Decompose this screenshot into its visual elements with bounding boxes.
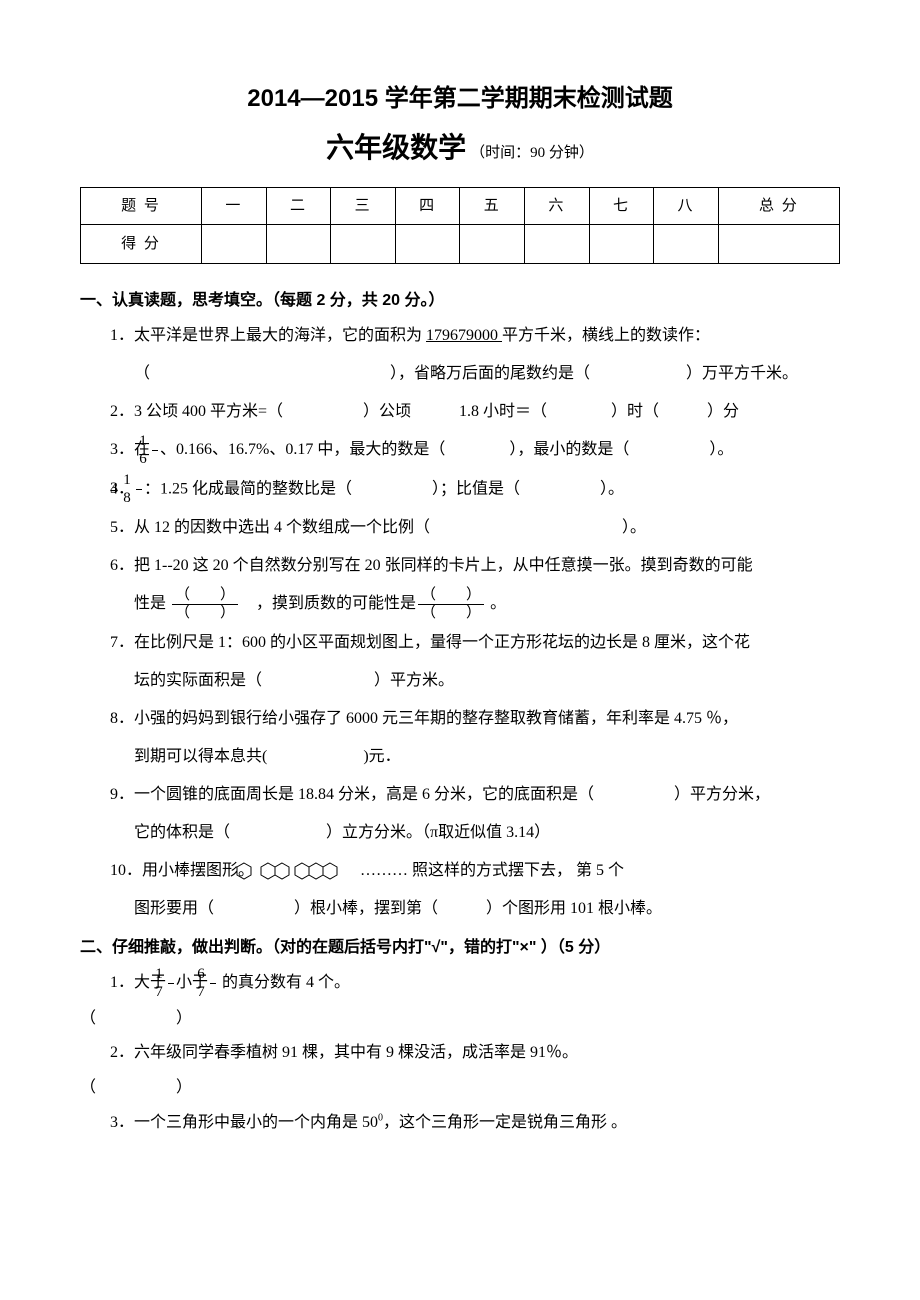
subtitle-row: 六年级数学 （时间：90 分钟）	[80, 126, 840, 171]
frac-den: 7	[210, 984, 216, 1000]
frac-den: （ ）	[172, 605, 238, 621]
score-cell	[331, 225, 396, 264]
frac-num: （ ）	[418, 588, 484, 605]
s2-q3-text-b: ，这个三角形一定是锐角三角形 。	[383, 1114, 627, 1131]
frac-num: 1	[136, 473, 142, 490]
q1-line1: 1．太平洋是世界上最大的海洋，它的面积为 179679000 平方千米，横线上的…	[110, 320, 840, 352]
score-cell	[589, 225, 654, 264]
s2-q1-blank: （ ）	[80, 1006, 840, 1032]
q4: 4．318：1.25 化成最简的整数比是（ ）；比值是（ ）。	[110, 473, 840, 506]
q6-frac1: （ ）（ ）	[172, 588, 238, 621]
q7-line1: 7．在比例尺是 1：600 的小区平面规划图上，量得一个正方形花坛的边长是 8 …	[110, 627, 840, 659]
q4-fraction: 18	[136, 473, 142, 506]
s2-q1-text-c: 的真分数有 4 个。	[218, 974, 350, 991]
q9-line2: 它的体积是（ ）立方分米。（π取近似值 3.14）	[134, 817, 840, 849]
score-cell	[718, 225, 839, 264]
score-cell	[395, 225, 460, 264]
s2-q1: 1．大于17小于67 的真分数有 4 个。	[110, 967, 840, 1000]
q9-line1: 9．一个圆锥的底面周长是 18.84 分米，高是 6 分米，它的底面积是（ ）平…	[110, 779, 840, 811]
q7-line2: 坛的实际面积是（ ）平方米。	[134, 665, 840, 697]
subtitle-big: 六年级数学	[326, 132, 466, 163]
q1-line2: （ ），省略万后面的尾数约是（ ）万平方千米。	[134, 358, 840, 390]
score-header-cell: 五	[460, 188, 525, 225]
q6-text-d: 。	[486, 595, 506, 612]
q6-text-c: ，摸到质数的可能性是	[240, 595, 416, 612]
section1-header: 一、认真读题，思考填空。（每题 2 分，共 20 分。）	[80, 288, 840, 314]
score-header-cell: 三	[331, 188, 396, 225]
s2-q1-frac1: 17	[168, 967, 174, 1000]
frac-den: （ ）	[418, 605, 484, 621]
q3-fraction: 16	[152, 434, 158, 467]
q4-text-b: ：1.25 化成最简的整数比是（ ）；比值是（ ）。	[144, 480, 624, 497]
score-cell	[525, 225, 590, 264]
frac-num: 6	[210, 967, 216, 984]
q6-frac2: （ ）（ ）	[418, 588, 484, 621]
q8-line1: 8．小强的妈妈到银行给小强存了 6000 元三年期的整存整取教育储蓄，年利率是 …	[110, 703, 840, 735]
frac-den: 7	[168, 984, 174, 1000]
s2-q2: 2．六年级同学春季植树 91 棵，其中有 9 棵没活，成活率是 91％。	[110, 1037, 840, 1069]
q10-line2: 图形要用（ ）根小棒，摆到第（ ）个图形用 101 根小棒。	[134, 893, 840, 925]
q1-text-a: 1．太平洋是世界上最大的海洋，它的面积为	[110, 327, 426, 344]
s2-q3-text-a: 3．一个三角形中最小的一个内角是 50	[110, 1114, 378, 1131]
subtitle-small: （时间：90 分钟）	[470, 145, 594, 161]
score-header-cell: 四	[395, 188, 460, 225]
score-row-label: 得 分	[81, 225, 202, 264]
score-header-cell: 总 分	[718, 188, 839, 225]
q1-underline: 179679000	[426, 327, 502, 344]
score-cell	[202, 225, 267, 264]
score-table-score-row: 得 分	[81, 225, 840, 264]
score-cell	[266, 225, 331, 264]
score-header-cell: 二	[266, 188, 331, 225]
q6-line1: 6．把 1--20 这 20 个自然数分别写在 20 张同样的卡片上，从中任意摸…	[110, 550, 840, 582]
q10-line1: 10．用小棒摆图形。 ……… 照这样的方式摆下去， 第 5 个	[110, 855, 840, 887]
q5: 5．从 12 的因数中选出 4 个数组成一个比例（ ）。	[110, 512, 840, 544]
frac-num: 1	[152, 434, 158, 451]
q3: 3．在16、0.166、16.7%、0.17 中，最大的数是（ ），最小的数是（…	[110, 434, 840, 467]
s2-q3: 3．一个三角形中最小的一个内角是 500，这个三角形一定是锐角三角形 。	[110, 1107, 840, 1139]
score-header-cell: 六	[525, 188, 590, 225]
page-title: 2014—2015 学年第二学期期末检测试题	[80, 80, 840, 118]
q10-text-a: 10．用小棒摆图形。	[110, 862, 254, 879]
frac-den: 6	[152, 451, 158, 467]
q2: 2．3 公顷 400 平方米=（ ）公顷 1.8 小时＝（ ）时（ ）分	[110, 396, 840, 428]
q3-text-b: 、0.166、16.7%、0.17 中，最大的数是（ ），最小的数是（ ）。	[160, 441, 733, 458]
score-table-header-row: 题 号 一 二 三 四 五 六 七 八 总 分	[81, 188, 840, 225]
q6-text-b: 性是	[134, 595, 170, 612]
q8-line2: 到期可以得本息共( )元．	[134, 741, 840, 773]
score-header-cell: 题 号	[81, 188, 202, 225]
score-table: 题 号 一 二 三 四 五 六 七 八 总 分 得 分	[80, 187, 840, 264]
frac-num: 1	[168, 967, 174, 984]
score-cell	[460, 225, 525, 264]
score-header-cell: 八	[654, 188, 719, 225]
q6-line2: 性是 （ ）（ ） ，摸到质数的可能性是（ ）（ ） 。	[134, 588, 840, 621]
hex-group-2	[282, 855, 292, 887]
q10-text-d: ……… 照这样的方式摆下去， 第 5 个	[344, 862, 624, 879]
frac-num: （ ）	[172, 588, 238, 605]
frac-den: 8	[136, 490, 142, 506]
s2-q1-frac2: 67	[210, 967, 216, 1000]
score-cell	[654, 225, 719, 264]
q1-text-b: 平方千米，横线上的数读作：	[502, 327, 710, 344]
section2-header: 二、仔细推敲，做出判断。（对的在题后括号内打"√"，错的打"×" ）（5 分）	[80, 935, 840, 961]
s2-q2-blank: （ ）	[80, 1075, 840, 1101]
q4-mixed-number: 318	[134, 473, 144, 506]
score-header-cell: 七	[589, 188, 654, 225]
hex-group-3	[316, 855, 340, 887]
score-header-cell: 一	[202, 188, 267, 225]
